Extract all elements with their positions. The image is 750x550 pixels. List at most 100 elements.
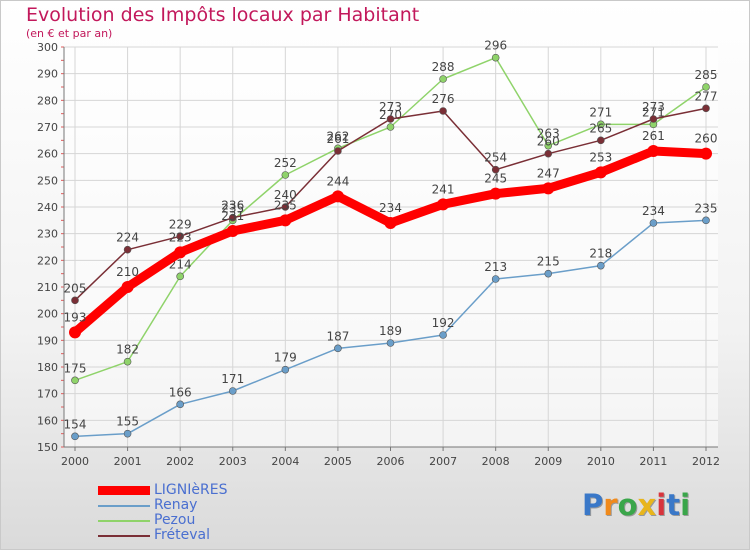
chart-title: Evolution des Impôts locaux par Habitant — [26, 4, 420, 26]
data-point-lignieres — [279, 214, 292, 227]
y-tick-label: 160 — [37, 414, 58, 427]
data-point-lignieres — [226, 225, 239, 237]
data-point-pezou — [281, 171, 290, 179]
data-label-freteval: 260 — [537, 135, 560, 149]
logo-letter: i — [656, 488, 667, 522]
data-label-pezou: 252 — [274, 156, 297, 170]
data-point-freteval — [544, 149, 553, 158]
data-label-freteval: 265 — [589, 121, 612, 135]
data-label-freteval: 273 — [642, 100, 665, 114]
data-point-renay — [281, 365, 290, 374]
x-tick-label: 2002 — [166, 455, 194, 468]
data-label-renay: 189 — [379, 324, 402, 338]
data-label-pezou: 288 — [432, 60, 455, 74]
legend-item-freteval: Fréteval — [98, 528, 227, 543]
data-label-renay: 154 — [64, 417, 87, 431]
data-point-lignieres — [542, 182, 555, 195]
x-tick-label: 2012 — [692, 455, 720, 468]
legend-item-pezou: Pezou — [98, 513, 227, 528]
data-label-freteval: 261 — [326, 132, 349, 146]
data-point-renay — [386, 339, 395, 347]
data-point-renay — [71, 432, 79, 441]
data-label-renay: 155 — [116, 415, 139, 429]
x-tick-label: 2009 — [534, 455, 562, 468]
x-tick-label: 2001 — [114, 455, 142, 468]
legend-swatch-lignieres — [98, 486, 150, 495]
data-point-lignieres — [700, 147, 712, 160]
data-label-renay: 171 — [221, 372, 244, 386]
data-point-pezou — [702, 83, 710, 91]
data-label-lignieres: 253 — [589, 150, 612, 164]
x-tick-label: 2008 — [482, 455, 510, 468]
data-point-lignieres — [384, 217, 397, 229]
logo-letter: x — [637, 488, 657, 522]
y-tick-label: 170 — [37, 388, 58, 401]
data-point-renay — [597, 261, 605, 270]
data-point-freteval — [334, 147, 342, 155]
data-label-pezou: 175 — [64, 361, 87, 375]
data-label-lignieres: 210 — [116, 265, 139, 279]
data-point-lignieres — [647, 145, 660, 157]
data-label-freteval: 273 — [379, 100, 402, 114]
data-label-lignieres: 260 — [695, 132, 718, 146]
proxiti-logo: Proxiti — [582, 488, 690, 522]
data-label-renay: 218 — [589, 247, 612, 261]
legend-label-lignieres: LIGNIèRES — [154, 482, 228, 498]
data-point-renay — [439, 331, 447, 339]
legend-item-lignieres: LIGNIèRES — [98, 483, 227, 498]
data-point-freteval — [597, 136, 605, 145]
data-label-renay: 234 — [642, 204, 665, 218]
data-point-renay — [334, 344, 342, 353]
data-label-lignieres: 244 — [326, 174, 349, 188]
data-label-pezou: 271 — [642, 105, 665, 119]
data-point-freteval — [386, 115, 395, 123]
y-tick-label: 280 — [37, 94, 58, 107]
y-tick-label: 250 — [37, 174, 58, 187]
logo-letter: t — [666, 488, 681, 522]
x-tick-label: 2004 — [271, 455, 299, 468]
y-tick-label: 220 — [37, 254, 58, 267]
data-point-freteval — [71, 296, 79, 305]
data-label-lignieres: 231 — [221, 209, 244, 223]
data-point-lignieres — [489, 187, 502, 200]
y-tick-label: 200 — [37, 308, 58, 321]
data-label-lignieres: 261 — [642, 129, 665, 143]
data-point-freteval — [176, 232, 184, 241]
data-label-lignieres: 234 — [379, 201, 402, 215]
data-point-freteval — [439, 107, 447, 115]
data-point-renay — [491, 275, 500, 283]
data-point-renay — [123, 429, 132, 438]
y-tick-label: 230 — [37, 228, 58, 241]
data-label-lignieres: 223 — [169, 230, 192, 244]
data-label-renay: 235 — [695, 201, 718, 215]
data-point-freteval — [491, 165, 500, 174]
data-label-renay: 192 — [432, 316, 455, 330]
data-label-lignieres: 193 — [64, 310, 87, 324]
y-tick-label: 270 — [37, 121, 58, 134]
y-tick-label: 210 — [37, 281, 58, 294]
data-point-pezou — [544, 141, 553, 150]
legend-label-renay: Renay — [154, 497, 198, 513]
data-label-freteval: 205 — [64, 281, 87, 295]
data-point-pezou — [491, 53, 500, 62]
legend-swatch-renay — [98, 504, 150, 507]
data-point-lignieres — [69, 326, 81, 339]
data-point-pezou — [123, 357, 132, 366]
data-label-pezou: 262 — [326, 129, 349, 143]
data-point-renay — [176, 400, 184, 409]
data-point-lignieres — [174, 246, 187, 259]
data-point-lignieres — [437, 198, 450, 211]
x-tick-label: 2005 — [324, 455, 352, 468]
legend-label-pezou: Pezou — [154, 512, 196, 528]
data-label-freteval: 240 — [274, 188, 297, 202]
y-tick-label: 300 — [37, 41, 58, 54]
data-label-renay: 213 — [484, 260, 507, 274]
data-label-freteval: 277 — [695, 89, 718, 103]
data-label-lignieres: 247 — [537, 166, 560, 180]
data-label-renay: 166 — [169, 385, 192, 399]
y-tick-label: 190 — [37, 334, 58, 347]
x-tick-label: 2006 — [377, 455, 405, 468]
data-label-freteval: 276 — [432, 92, 455, 106]
data-label-lignieres: 235 — [274, 198, 297, 212]
data-point-freteval — [123, 245, 132, 254]
